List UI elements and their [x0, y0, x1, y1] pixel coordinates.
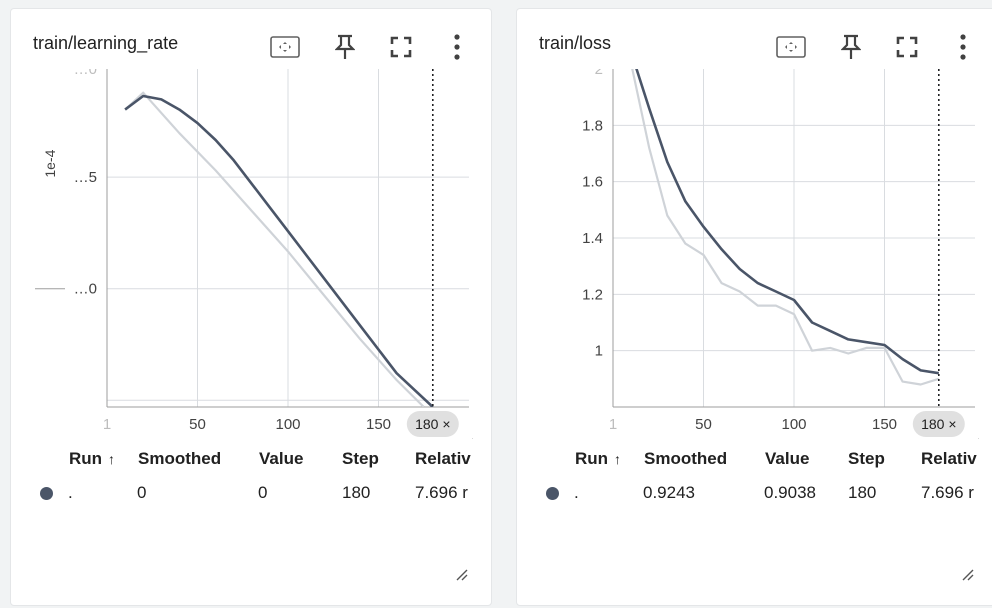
- step-value: 180: [342, 483, 371, 502]
- x-tick-label: 50: [189, 416, 206, 433]
- smoothed-value: 0.9243: [643, 483, 695, 502]
- x-tick-label: 150: [366, 416, 391, 433]
- x-tick-label: 1: [609, 416, 617, 433]
- x-tick-label: 1: [103, 416, 111, 433]
- col-header-smoothed[interactable]: Smoothed: [138, 449, 222, 468]
- resize-handle-icon[interactable]: [456, 569, 468, 581]
- relative-value: 7.696 r: [921, 483, 974, 502]
- y-tick-label: 1.2: [582, 286, 603, 303]
- step-value: 180: [848, 483, 877, 502]
- col-header-relative[interactable]: Relativ: [921, 449, 977, 468]
- y-tick-label: 1: [595, 343, 603, 360]
- more-options-button[interactable]: [947, 31, 979, 63]
- pin-button[interactable]: [835, 31, 867, 63]
- smoothed-series-line: [635, 69, 939, 375]
- raw-value: 0.9038: [764, 483, 816, 502]
- chart-card-learning-rate: train/learning_rate 1 50 100 150 …0 …5 …0 1e-4 1…: [10, 8, 492, 606]
- sort-ascending-icon: ↑: [108, 451, 116, 467]
- step-badge: [912, 411, 965, 437]
- raw-series-line: [124, 91, 425, 407]
- more-options-button[interactable]: [441, 31, 473, 63]
- raw-value: 0: [258, 483, 268, 502]
- step-badge-label: 180 ×: [921, 416, 956, 432]
- x-tick-label: 150: [872, 416, 897, 433]
- col-header-run[interactable]: Run ↑: [69, 449, 116, 468]
- fit-domain-button[interactable]: [269, 31, 301, 63]
- more-vert-icon: [960, 34, 966, 60]
- col-header-smoothed[interactable]: Smoothed: [644, 449, 728, 468]
- series-group: [631, 69, 940, 386]
- x-tick-label: 100: [781, 416, 806, 433]
- run-name: .: [68, 483, 73, 502]
- raw-series-line: [631, 69, 940, 386]
- col-header-step[interactable]: Step: [848, 449, 885, 468]
- fullscreen-button[interactable]: [385, 31, 417, 63]
- pin-icon: [335, 34, 355, 59]
- col-header-step[interactable]: Step: [342, 449, 379, 468]
- relative-value: 7.696 r: [415, 483, 468, 502]
- x-tick-label: 100: [275, 416, 300, 433]
- col-header-run[interactable]: Run ↑: [575, 449, 622, 468]
- pin-button[interactable]: [329, 31, 361, 63]
- y-tick-label: 2: [595, 69, 603, 78]
- pin-icon: [841, 34, 861, 59]
- smoothed-value: 0: [137, 483, 147, 502]
- y-tick-label: …0: [74, 69, 97, 78]
- y-axis-label: 1e-4: [42, 149, 58, 177]
- col-header-relative[interactable]: Relativ: [415, 449, 471, 468]
- fullscreen-icon: [390, 36, 412, 58]
- col-header-value[interactable]: Value: [765, 449, 810, 468]
- step-badge-label: 180 ×: [415, 416, 450, 432]
- fullscreen-button[interactable]: [891, 31, 923, 63]
- fit-domain-icon: [270, 36, 300, 58]
- x-tick-label: 50: [695, 416, 712, 433]
- y-tick-label: 1.6: [582, 174, 603, 191]
- fit-domain-icon: [776, 36, 806, 58]
- more-vert-icon: [454, 34, 460, 60]
- col-header-value[interactable]: Value: [259, 449, 304, 468]
- run-color-dot[interactable]: [546, 487, 559, 500]
- series-group: [124, 91, 434, 407]
- y-tick-label: …0: [74, 281, 97, 298]
- fullscreen-icon: [896, 36, 918, 58]
- y-tick-label: …5: [74, 169, 97, 186]
- chart-card-loss: train/loss 1 50 100 150 1 1.2 1.4 1.6 1.8 2 180 × …: [516, 8, 992, 606]
- fit-domain-button[interactable]: [775, 31, 807, 63]
- card-title: train/learning_rate: [33, 33, 179, 53]
- run-color-dot[interactable]: [40, 487, 53, 500]
- run-name: .: [574, 483, 579, 502]
- smoothed-series-line: [124, 94, 434, 407]
- card-title: train/loss: [539, 33, 612, 53]
- sort-ascending-icon: ↑: [614, 451, 622, 467]
- y-tick-label: 1.8: [582, 117, 603, 134]
- y-tick-label: 1.4: [582, 230, 603, 247]
- resize-handle-icon[interactable]: [962, 569, 974, 581]
- step-badge: [406, 411, 459, 437]
